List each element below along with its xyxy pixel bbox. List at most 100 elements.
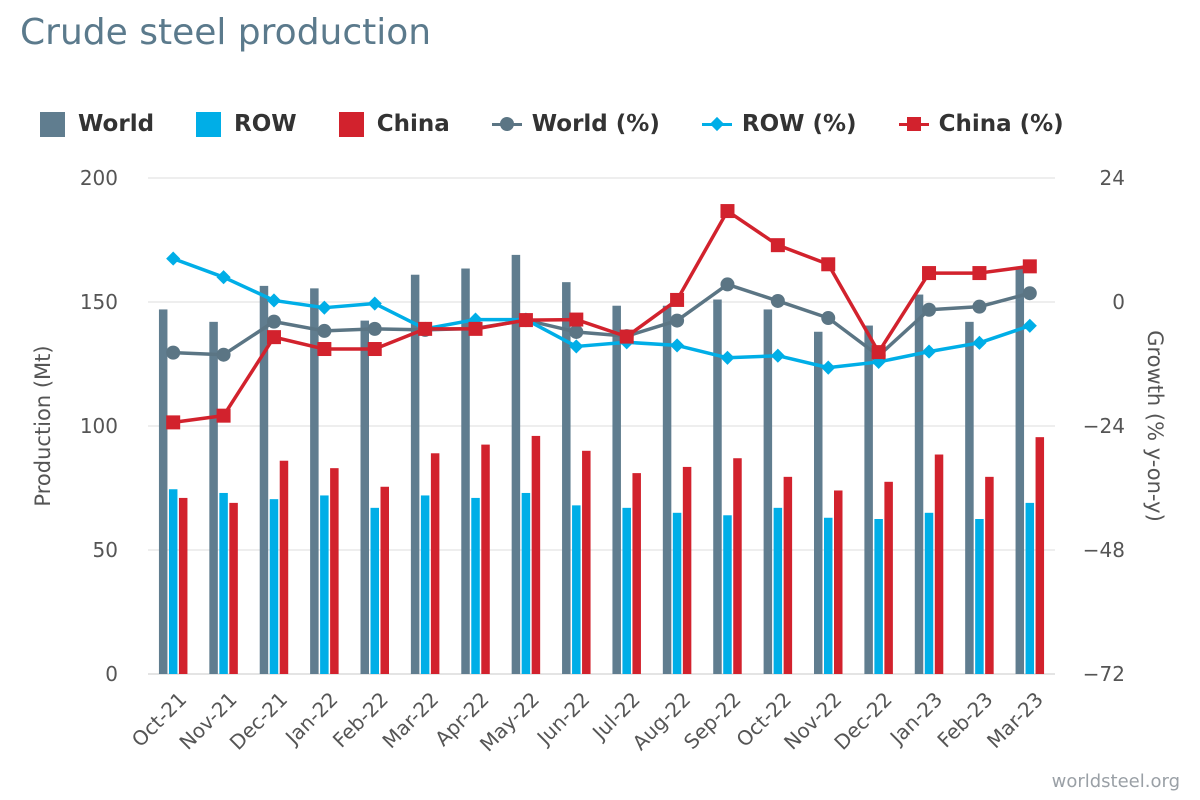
legend-item-world[interactable]: World (%)	[491, 111, 660, 137]
y-tick-label: 150	[80, 290, 118, 314]
bar-world	[814, 331, 823, 674]
point-row-pct	[367, 296, 382, 311]
legend-label: World (%)	[531, 111, 660, 137]
point-china-pct	[418, 321, 433, 336]
y2-tick-label: −48	[1083, 538, 1125, 562]
bar-china	[733, 458, 742, 674]
bar-world	[259, 285, 269, 674]
point-china-pct	[166, 415, 181, 430]
legend-label: ROW (%)	[741, 111, 857, 137]
bar-china	[1035, 437, 1045, 674]
point-china-pct	[720, 204, 735, 219]
point-row-pct	[720, 350, 735, 365]
line-world-pct	[173, 282, 1031, 358]
bar-row	[924, 512, 934, 674]
x-tick-label: Mar-22	[377, 687, 443, 753]
bar-world	[965, 321, 974, 674]
bar-world	[713, 299, 722, 674]
bar-row	[370, 507, 379, 674]
y-tick-label: 50	[93, 538, 118, 562]
bar-world	[1015, 268, 1025, 674]
bar-world	[662, 305, 672, 674]
watermark: worldsteel.org	[1051, 771, 1180, 792]
point-china-pct	[216, 408, 231, 423]
bar-row	[320, 495, 329, 674]
point-row-pct	[921, 344, 937, 359]
point-row-pct	[770, 348, 785, 363]
point-row-pct	[166, 251, 181, 266]
bar-china	[582, 450, 591, 674]
legend-item-world[interactable]: World	[40, 111, 154, 137]
legend-swatch	[40, 111, 65, 137]
legend-label: ROW	[234, 111, 297, 137]
bar-world	[612, 305, 621, 674]
bar-world	[360, 320, 369, 674]
bar-china	[430, 453, 440, 674]
point-world-pct	[166, 345, 181, 360]
bar-row	[168, 489, 178, 674]
bar-row	[773, 507, 783, 674]
y-axis-title: Production (Mt)	[31, 345, 55, 506]
point-world-pct	[216, 347, 231, 362]
bar-row	[572, 505, 581, 674]
legend-label: China (%)	[938, 111, 1064, 137]
bar-china	[380, 486, 389, 674]
point-china-pct	[367, 342, 382, 357]
bar-row	[420, 495, 430, 674]
bar-row	[521, 492, 531, 674]
point-china-pct	[670, 292, 685, 307]
bar-world	[763, 309, 773, 674]
point-row-pct	[569, 339, 584, 354]
point-row-pct	[1022, 318, 1037, 333]
legend-swatch	[898, 112, 929, 137]
line-row-pct	[172, 256, 1031, 370]
legend-swatch	[338, 111, 364, 137]
bar-china	[934, 454, 944, 674]
bar-row	[269, 499, 279, 674]
point-china-pct	[317, 342, 332, 357]
y-tick-label: 0	[105, 662, 118, 686]
bar-china	[531, 435, 541, 674]
point-world-pct	[670, 313, 685, 328]
legend-swatch	[491, 112, 522, 137]
line-china-pct	[172, 209, 1031, 425]
bar-china	[682, 466, 692, 674]
bar-world	[864, 325, 873, 674]
bar-row	[824, 517, 833, 674]
bar-row	[672, 512, 682, 674]
bar-world	[511, 254, 521, 674]
bar-china	[985, 476, 994, 674]
point-row-pct	[821, 360, 836, 375]
bar-china	[783, 476, 793, 674]
bar-china	[884, 481, 893, 674]
chart-legend: World ROW China World (%) ROW (%) China (%)	[40, 108, 1106, 140]
legend-item-row[interactable]: ROW	[196, 111, 297, 137]
bar-china	[229, 502, 238, 674]
bar-china	[279, 460, 289, 674]
x-tick-label: Sep-22	[679, 687, 746, 754]
legend-item-china[interactable]: China	[338, 111, 450, 137]
x-tick-label: Jun-22	[531, 687, 595, 751]
y2-tick-label: 0	[1112, 290, 1125, 314]
legend-item-row[interactable]: ROW (%)	[701, 111, 857, 137]
y2-axis-title: Growth (% y-on-y)	[1143, 330, 1167, 522]
point-world-pct	[317, 323, 332, 338]
legend-item-china[interactable]: China (%)	[898, 111, 1064, 137]
x-tick-label: Mar-23	[982, 687, 1048, 753]
legend-swatch	[196, 111, 222, 137]
point-world-pct	[770, 293, 785, 308]
legend-label: China	[376, 111, 450, 137]
legend-swatch	[701, 112, 732, 137]
point-world-pct	[922, 302, 937, 317]
bar-china	[330, 468, 339, 674]
bar-china	[481, 444, 490, 674]
point-world-pct	[367, 321, 382, 336]
bar-world	[310, 288, 319, 674]
bar-row	[723, 515, 732, 674]
y2-tick-label: 24	[1100, 166, 1125, 190]
bar-world	[158, 309, 168, 674]
point-china-pct	[619, 329, 634, 344]
point-row-pct	[972, 335, 987, 350]
point-china-pct	[922, 266, 937, 281]
